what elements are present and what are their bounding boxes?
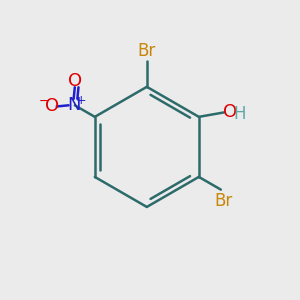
Text: N: N <box>67 96 80 114</box>
Text: O: O <box>223 103 237 122</box>
Text: O: O <box>45 98 59 116</box>
Text: Br: Br <box>214 192 232 210</box>
Text: O: O <box>68 72 82 90</box>
Text: +: + <box>75 94 86 107</box>
Text: H: H <box>233 105 246 123</box>
Text: −: − <box>39 95 50 108</box>
Text: Br: Br <box>138 42 156 60</box>
